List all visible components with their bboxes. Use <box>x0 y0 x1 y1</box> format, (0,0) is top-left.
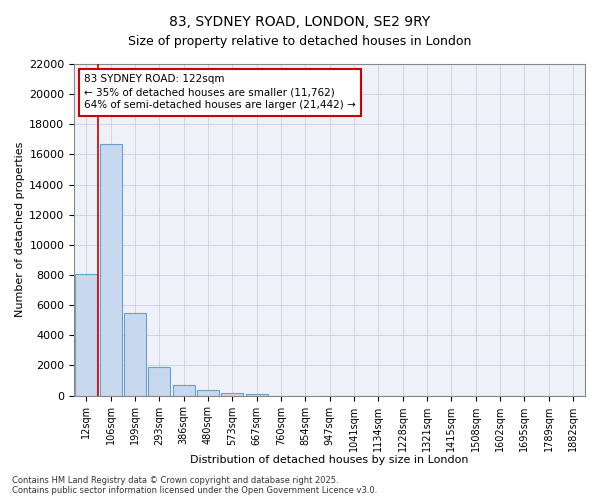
Bar <box>76 274 97 396</box>
Text: Size of property relative to detached houses in London: Size of property relative to detached ho… <box>128 35 472 48</box>
Bar <box>124 312 146 396</box>
Text: 83 SYDNEY ROAD: 122sqm
← 35% of detached houses are smaller (11,762)
64% of semi: 83 SYDNEY ROAD: 122sqm ← 35% of detached… <box>85 74 356 110</box>
Bar <box>148 367 170 396</box>
Text: Contains HM Land Registry data © Crown copyright and database right 2025.
Contai: Contains HM Land Registry data © Crown c… <box>12 476 377 495</box>
Bar <box>173 385 194 396</box>
Bar <box>197 390 219 396</box>
Bar <box>100 144 122 396</box>
Y-axis label: Number of detached properties: Number of detached properties <box>15 142 25 318</box>
Text: 83, SYDNEY ROAD, LONDON, SE2 9RY: 83, SYDNEY ROAD, LONDON, SE2 9RY <box>169 15 431 29</box>
Bar <box>221 392 243 396</box>
Bar <box>245 394 268 396</box>
X-axis label: Distribution of detached houses by size in London: Distribution of detached houses by size … <box>190 455 469 465</box>
